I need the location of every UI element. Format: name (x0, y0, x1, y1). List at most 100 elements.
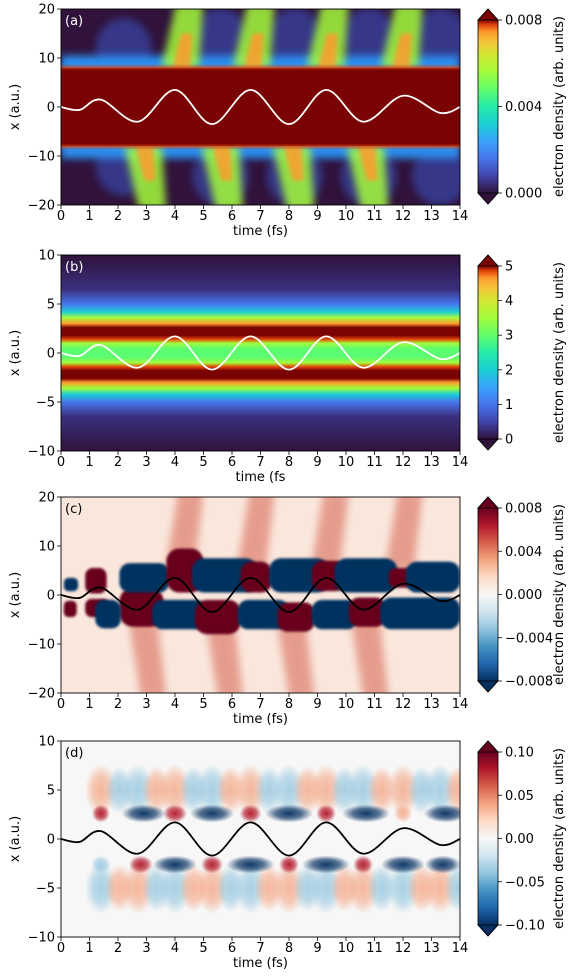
x-tick-label: 3 (142, 455, 150, 470)
x-tick-label: 8 (285, 697, 293, 712)
band-edge-upper (61, 65, 460, 69)
positive-density-blob (348, 597, 386, 627)
x-tick-label: 2 (114, 697, 122, 712)
y-tick-label: 5 (47, 784, 55, 799)
x-tick-label: 11 (366, 455, 383, 470)
x-tick-label: 12 (395, 209, 412, 224)
negative-density-blob (119, 563, 170, 593)
x-tick-label: 8 (285, 455, 293, 470)
x-tick-label: 12 (395, 455, 412, 470)
inner-lobe-upper (91, 804, 110, 823)
colorbar-tick-label: 0.004 (505, 545, 542, 560)
emission-burst-core (243, 33, 264, 68)
y-axis-label: x (a.u.) (8, 330, 23, 376)
density-glow (192, 9, 249, 69)
x-tick-label: 13 (423, 455, 440, 470)
density-glow (412, 145, 460, 205)
y-tick-label: −10 (28, 638, 55, 653)
colorbar-tick-label: 0.008 (505, 14, 542, 29)
x-tick-label: 5 (199, 941, 207, 956)
band-edge-lower (61, 145, 460, 149)
colorbar-tick-label: −0.05 (505, 875, 545, 890)
x-tick-label: 13 (423, 941, 440, 956)
inner-lobe-lower (353, 855, 374, 874)
inner-lobe-upper (316, 804, 337, 823)
emission-jet (205, 619, 243, 693)
x-tick-label: 9 (313, 455, 321, 470)
x-tick-label: 3 (142, 209, 150, 224)
emission-jet (385, 497, 423, 571)
inner-lobe-upper (163, 804, 187, 823)
x-tick-label: 10 (338, 697, 355, 712)
x-tick-label: 11 (366, 209, 383, 224)
colorbar-extend-max (477, 740, 499, 753)
emission-burst-core (212, 146, 233, 181)
positive-density-blob (63, 600, 77, 618)
heatmap-a (61, 9, 460, 205)
y-tick-label: 0 (47, 101, 55, 116)
colorbar-tick-label: 0 (505, 433, 513, 448)
colorbar-tick-label: 0.000 (505, 187, 542, 202)
negative-density-blob (380, 597, 460, 630)
y-tick-label: −10 (28, 150, 55, 165)
y-axis-label: x (a.u.) (8, 816, 23, 862)
negative-density-blob (95, 599, 121, 629)
inner-lobe-lower (302, 855, 351, 874)
inner-lobe-upper (265, 804, 313, 823)
x-tick-label: 1 (85, 209, 93, 224)
x-tick-label: 4 (171, 697, 179, 712)
colorbar-tick-label: 3 (505, 329, 513, 344)
y-tick-label: 10 (38, 249, 55, 264)
outer-lobe (367, 864, 396, 912)
colorbar-tick-label: −0.10 (505, 919, 545, 934)
emission-jet (310, 497, 349, 571)
positive-density-blob (85, 568, 107, 594)
y-tick-label: −10 (28, 931, 55, 946)
x-tick-label: 6 (228, 455, 236, 470)
density-profile-bands (61, 255, 460, 451)
emission-jet (236, 497, 275, 571)
y-tick-label: 10 (38, 52, 55, 67)
colorbar-tick-label: 0.000 (505, 588, 542, 603)
x-axis-label: time (fs (236, 470, 286, 485)
y-tick-label: 5 (47, 298, 55, 313)
y-tick-label: −5 (36, 882, 55, 897)
colorbar-tick-label: 5 (505, 260, 513, 275)
x-tick-label: 14 (452, 455, 469, 470)
emission-burst-core (357, 146, 378, 181)
inner-lobe-upper (423, 804, 460, 823)
inner-lobe-lower (381, 855, 425, 874)
negative-density-blob (237, 599, 289, 630)
x-tick-label: 9 (313, 697, 321, 712)
y-tick-label: 10 (38, 540, 55, 555)
field-overlay-line (61, 576, 460, 614)
x-tick-label: 3 (142, 697, 150, 712)
x-tick-label: 14 (452, 697, 469, 712)
panel-label-a: (a) (65, 14, 83, 29)
colorbar-extend-min (477, 680, 499, 693)
heatmap-b (61, 255, 460, 451)
inner-lobe-lower (128, 855, 153, 874)
emission-burst-core (392, 33, 412, 68)
field-overlay-line (61, 88, 460, 126)
heatmap-c (61, 497, 460, 693)
x-tick-label: 7 (256, 697, 264, 712)
x-tick-label: 5 (199, 697, 207, 712)
colorbar-3: −0.008 −0.004 0.000 0.004 0.008 electron dens… (477, 496, 567, 693)
y-axis-label: x (a.u.) (8, 572, 23, 618)
x-axis-label: time (fs) (233, 956, 288, 971)
x-tick-label: 6 (228, 209, 236, 224)
emission-jet (350, 619, 389, 693)
inner-lobe-upper (394, 804, 412, 823)
x-tick-label: 7 (256, 941, 264, 956)
density-glow (266, 9, 323, 69)
positive-density-blob (240, 561, 272, 593)
x-tick-label: 1 (85, 697, 93, 712)
panel-label-b: (b) (65, 260, 83, 275)
x-tick-label: 1 (85, 455, 93, 470)
colorbar-extend-max (477, 8, 499, 21)
y-tick-label: 20 (38, 491, 55, 506)
